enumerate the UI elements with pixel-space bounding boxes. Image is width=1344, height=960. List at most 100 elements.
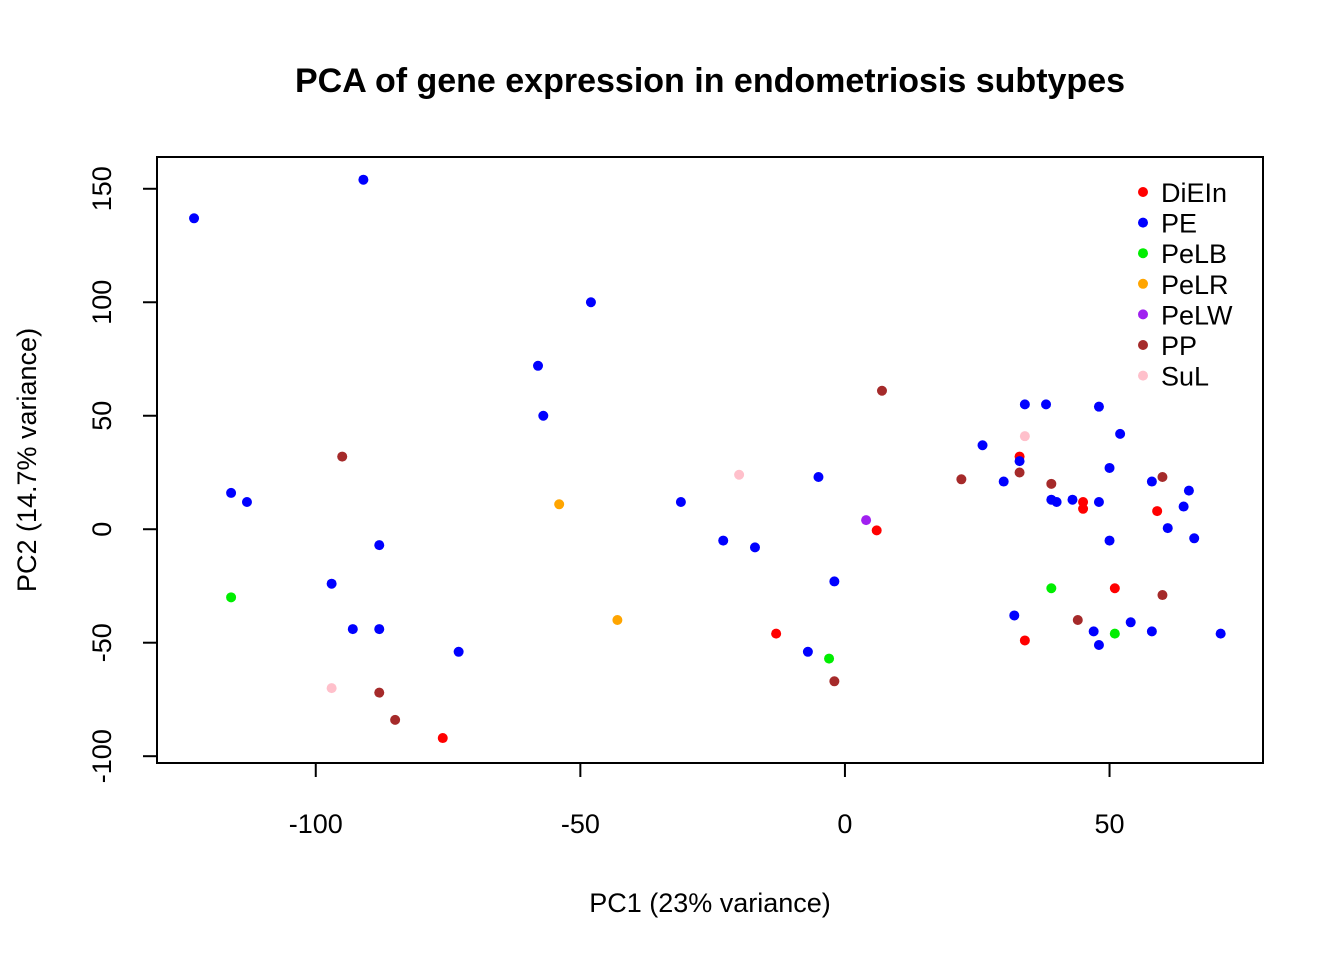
data-point: [1019, 431, 1030, 442]
data-point: [1125, 617, 1136, 628]
data-point: [813, 472, 824, 483]
x-tick-label: 0: [837, 809, 852, 839]
series-diein: [437, 451, 1163, 744]
legend-label: DiEIn: [1161, 178, 1227, 208]
data-point: [390, 714, 401, 725]
data-point: [326, 683, 337, 694]
data-point: [861, 515, 872, 526]
data-point: [554, 499, 565, 510]
data-point: [437, 733, 448, 744]
data-point: [1115, 428, 1126, 439]
series-pelw: [861, 515, 872, 526]
data-point: [1093, 496, 1104, 507]
legend-label: PE: [1161, 209, 1197, 239]
data-point: [998, 476, 1009, 487]
x-axis-label: PC1 (23% variance): [589, 888, 831, 918]
data-point: [374, 624, 385, 635]
data-point: [1051, 496, 1062, 507]
series-pe: [189, 174, 1226, 657]
series-pelr: [554, 499, 623, 626]
data-point: [977, 440, 988, 451]
data-point: [1014, 467, 1025, 478]
data-point: [1109, 628, 1120, 639]
y-axis: -100 -50 0 50 100 150: [87, 166, 158, 783]
data-point: [1183, 485, 1194, 496]
data-point: [1067, 494, 1078, 505]
data-point: [1109, 583, 1120, 594]
legend-marker: [1138, 370, 1148, 381]
data-point: [1146, 626, 1157, 637]
data-point: [829, 676, 840, 687]
series-sul: [326, 431, 1030, 694]
y-tick-label: 150: [87, 166, 117, 211]
y-axis-label: PC2 (14.7% variance): [12, 328, 42, 592]
data-point: [612, 615, 623, 626]
data-point: [585, 297, 596, 308]
data-point: [1093, 639, 1104, 650]
data-point: [538, 410, 549, 421]
x-tick-label: -100: [289, 809, 343, 839]
data-point: [771, 628, 782, 639]
data-point: [675, 496, 686, 507]
data-point: [337, 451, 348, 462]
data-point: [1009, 610, 1020, 621]
data-point: [226, 487, 237, 498]
data-points: [189, 174, 1226, 744]
data-point: [1041, 399, 1052, 410]
data-point: [1178, 501, 1189, 512]
x-tick-label: 50: [1095, 809, 1125, 839]
data-point: [226, 592, 237, 603]
legend-marker: [1138, 217, 1148, 228]
series-pelb: [226, 583, 1120, 664]
data-point: [1019, 399, 1030, 410]
data-point: [347, 624, 358, 635]
data-point: [802, 646, 813, 657]
x-axis: -100 -50 0 50: [289, 762, 1125, 839]
legend-marker: [1138, 309, 1148, 320]
data-point: [189, 213, 200, 224]
data-point: [1189, 533, 1200, 544]
data-point: [829, 576, 840, 587]
data-point: [1088, 626, 1099, 637]
data-point: [374, 687, 385, 698]
y-tick-label: -50: [87, 623, 117, 662]
data-point: [533, 360, 544, 371]
y-tick-label: -100: [87, 729, 117, 783]
data-point: [871, 525, 882, 536]
plot-frame: [156, 156, 1264, 764]
data-point: [734, 469, 745, 480]
data-point: [876, 385, 887, 396]
data-point: [1157, 472, 1168, 483]
data-point: [453, 646, 464, 657]
x-tick-label: -50: [561, 809, 600, 839]
legend-label: PeLW: [1161, 300, 1233, 330]
legend-label: PeLR: [1161, 270, 1229, 300]
data-point: [718, 535, 729, 546]
data-point: [241, 496, 252, 507]
data-point: [374, 540, 385, 551]
data-point: [1046, 478, 1057, 489]
data-point: [1146, 476, 1157, 487]
data-point: [749, 542, 760, 553]
data-point: [1093, 401, 1104, 412]
legend-label: PeLB: [1161, 239, 1227, 269]
legend-label: SuL: [1161, 362, 1209, 392]
data-point: [326, 578, 337, 589]
y-tick-label: 100: [87, 280, 117, 325]
legend-marker: [1138, 187, 1148, 197]
legend-marker: [1138, 340, 1148, 350]
data-point: [824, 653, 835, 664]
data-point: [1162, 523, 1173, 534]
data-point: [1046, 583, 1057, 594]
y-tick-label: 0: [87, 522, 117, 537]
series-pp: [337, 385, 1168, 725]
data-point: [956, 474, 967, 485]
data-point: [1215, 628, 1226, 639]
legend-label: PP: [1161, 331, 1197, 361]
data-point: [1078, 503, 1089, 514]
y-tick-label: 50: [87, 401, 117, 431]
data-point: [1072, 615, 1083, 626]
chart-title: PCA of gene expression in endometriosis …: [295, 62, 1125, 100]
